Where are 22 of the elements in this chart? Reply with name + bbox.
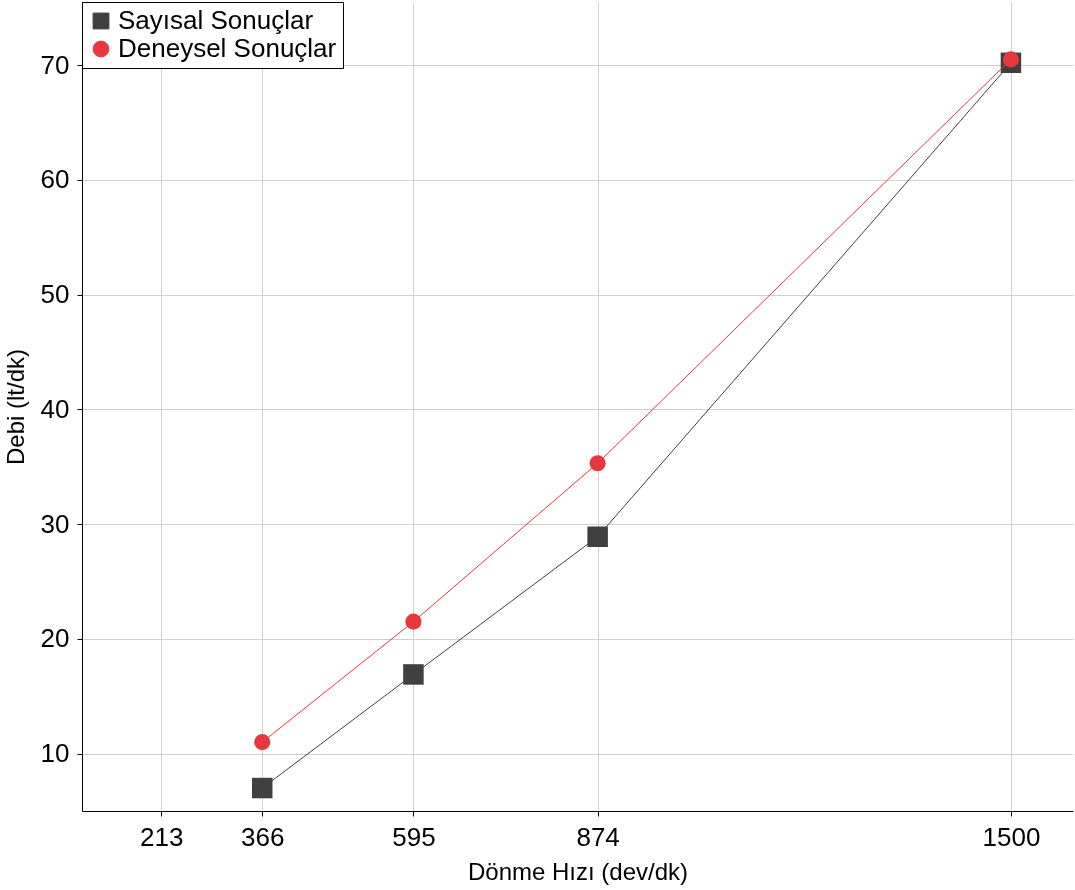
legend-label: Sayısal Sonuçlar <box>118 5 314 35</box>
x-tick-label: 1500 <box>982 821 1041 852</box>
x-tick-label: 213 <box>140 821 184 852</box>
y-tick-label: 20 <box>40 623 70 654</box>
x-tick-label: 595 <box>392 821 436 852</box>
point <box>405 613 422 630</box>
point <box>589 455 606 472</box>
point <box>251 777 273 799</box>
y-tick-label: 60 <box>40 164 70 195</box>
x-axis-title: Dönme Hızı (dev/dk) <box>467 857 689 885</box>
point <box>587 526 608 547</box>
point <box>254 734 271 751</box>
y-tick-label: 50 <box>40 279 70 310</box>
y-tick-label: 70 <box>40 49 70 80</box>
legend-label: Deneysel Sonuçlar <box>118 33 337 63</box>
x-tick-label: 874 <box>576 821 620 852</box>
y-tick-label: 30 <box>40 508 70 539</box>
point <box>403 664 424 685</box>
y-axis-title: Debi (lt/dk) <box>1 348 29 466</box>
y-tick-label: 40 <box>40 393 70 424</box>
x-tick-label: 366 <box>241 821 285 852</box>
y-tick-label: 10 <box>40 738 70 769</box>
